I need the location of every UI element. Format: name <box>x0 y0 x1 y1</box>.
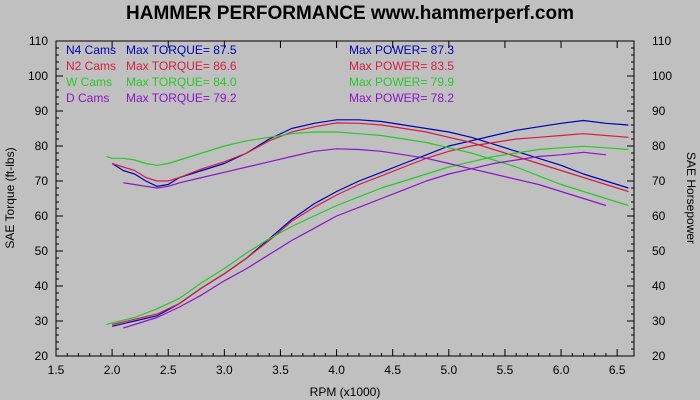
x-tick-label: 4.5 <box>384 363 401 377</box>
x-tick-label: 6.5 <box>609 363 626 377</box>
y-tick-label-left: 20 <box>35 349 49 363</box>
n2-cams-power-line <box>111 133 629 326</box>
legend-power-label: Max POWER= 78.2 <box>349 91 454 105</box>
x-tick-label: 6.0 <box>553 363 570 377</box>
d-cams-torque-line <box>123 148 607 207</box>
x-tick-label: 5.5 <box>497 363 514 377</box>
w-cams-power-line <box>106 145 629 326</box>
x-tick-label: 4.0 <box>328 363 345 377</box>
y-tick-label-right: 110 <box>652 34 671 48</box>
y-tick-label-left: 80 <box>35 139 49 153</box>
y-tick-label-left: 70 <box>35 174 49 188</box>
legend-torque-label: Max TORQUE= 79.2 <box>126 91 237 105</box>
legend-torque-label: Max TORQUE= 84.0 <box>126 75 237 89</box>
y-tick-label-right: 70 <box>652 174 666 188</box>
x-tick-label: 3.5 <box>272 363 289 377</box>
y-tick-label-left: 40 <box>35 279 49 293</box>
y-tick-label-right: 60 <box>652 209 666 223</box>
legend-name: D Cams <box>66 91 109 105</box>
data-lines <box>106 119 629 329</box>
legend-power-label: Max POWER= 83.5 <box>349 59 454 73</box>
y-tick-label-right: 30 <box>652 314 666 328</box>
x-tick-label: 2.0 <box>104 363 121 377</box>
n4-cams-torque-line <box>111 119 629 189</box>
plot-area <box>55 40 635 357</box>
y-tick-label-left: 50 <box>35 244 49 258</box>
axis-ticks: 1.5 2.0 2.5 3.0 3.5 4.0 4.5 5.0 5.5 6.0 6.5 20 20 30 3… <box>28 34 672 377</box>
legend: N4 Cams Max TORQUE= 87.5 Max POWER= 87.3 N2… <box>66 43 454 105</box>
y-tick-label-left: 100 <box>28 69 48 83</box>
d-cams-power-line <box>123 151 606 329</box>
legend-power-label: Max POWER= 87.3 <box>349 43 454 57</box>
y-tick-label-right: 40 <box>652 279 666 293</box>
y-tick-label-right: 50 <box>652 244 666 258</box>
y-tick-label-left: 60 <box>35 209 49 223</box>
y-tick-label-right: 100 <box>652 69 672 83</box>
legend-name: N4 Cams <box>66 43 116 57</box>
y-tick-label-right: 20 <box>652 349 666 363</box>
legend-torque-label: Max TORQUE= 87.5 <box>126 43 237 57</box>
legend-name: W Cams <box>66 75 112 89</box>
legend-name: N2 Cams <box>66 59 116 73</box>
x-tick-label: 1.5 <box>48 363 65 377</box>
x-tick-label: 2.5 <box>160 363 177 377</box>
x-axis-label: RPM (x1000) <box>310 385 381 399</box>
y-tick-label-left: 90 <box>35 104 49 118</box>
y-axis-left-label: SAE Torque (ft-lbs) <box>3 147 17 248</box>
y-tick-label-left: 30 <box>35 314 49 328</box>
n2-cams-torque-line <box>111 122 629 193</box>
w-cams-torque-line <box>106 131 629 207</box>
y-tick-label-right: 90 <box>652 104 666 118</box>
legend-torque-label: Max TORQUE= 86.6 <box>126 59 237 73</box>
y-tick-label-right: 80 <box>652 139 666 153</box>
y-axis-right-label: SAE Horsepower <box>684 152 698 244</box>
y-tick-label-left: 110 <box>29 34 48 48</box>
x-tick-label: 5.0 <box>440 363 457 377</box>
x-tick-label: 3.0 <box>216 363 233 377</box>
chart-title: HAMMER PERFORMANCE www.hammerperf.com <box>126 3 574 24</box>
legend-power-label: Max POWER= 79.9 <box>349 75 454 89</box>
